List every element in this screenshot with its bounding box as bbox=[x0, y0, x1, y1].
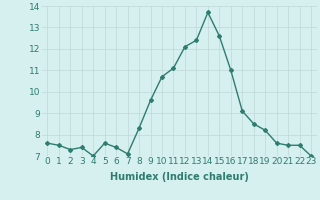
X-axis label: Humidex (Indice chaleur): Humidex (Indice chaleur) bbox=[110, 172, 249, 182]
